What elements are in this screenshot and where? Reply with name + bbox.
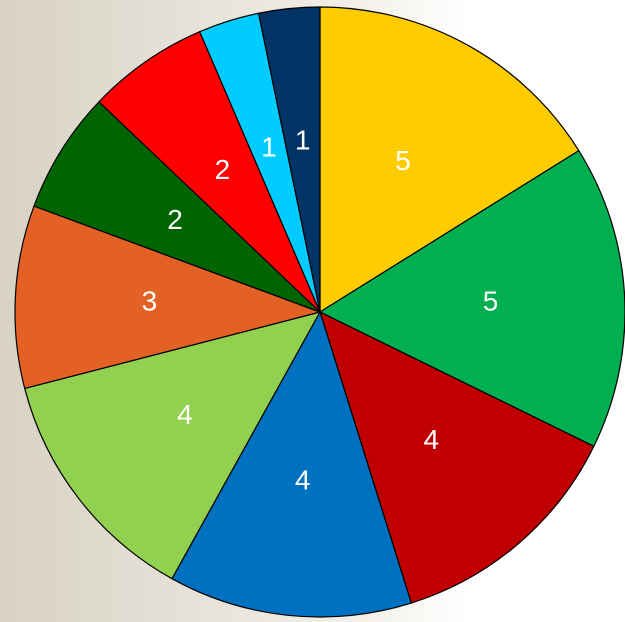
data-label: 4 xyxy=(177,399,193,430)
data-label: 2 xyxy=(215,154,231,185)
data-label: 4 xyxy=(295,464,311,495)
pie-slice xyxy=(257,6,321,313)
data-label: 5 xyxy=(483,286,499,317)
pie-slice xyxy=(33,101,321,313)
data-label: 3 xyxy=(142,286,158,317)
data-label: 1 xyxy=(261,131,277,162)
data-label: 1 xyxy=(295,124,311,155)
pie-slice xyxy=(319,6,580,314)
pie-slice xyxy=(98,30,321,313)
pie-slice xyxy=(24,311,322,580)
pie-slice xyxy=(319,310,595,604)
data-label: 2 xyxy=(167,204,183,235)
pie-slice xyxy=(171,310,413,618)
data-label: 4 xyxy=(423,424,439,455)
pie-slice xyxy=(14,205,323,390)
data-label: 5 xyxy=(395,145,411,176)
